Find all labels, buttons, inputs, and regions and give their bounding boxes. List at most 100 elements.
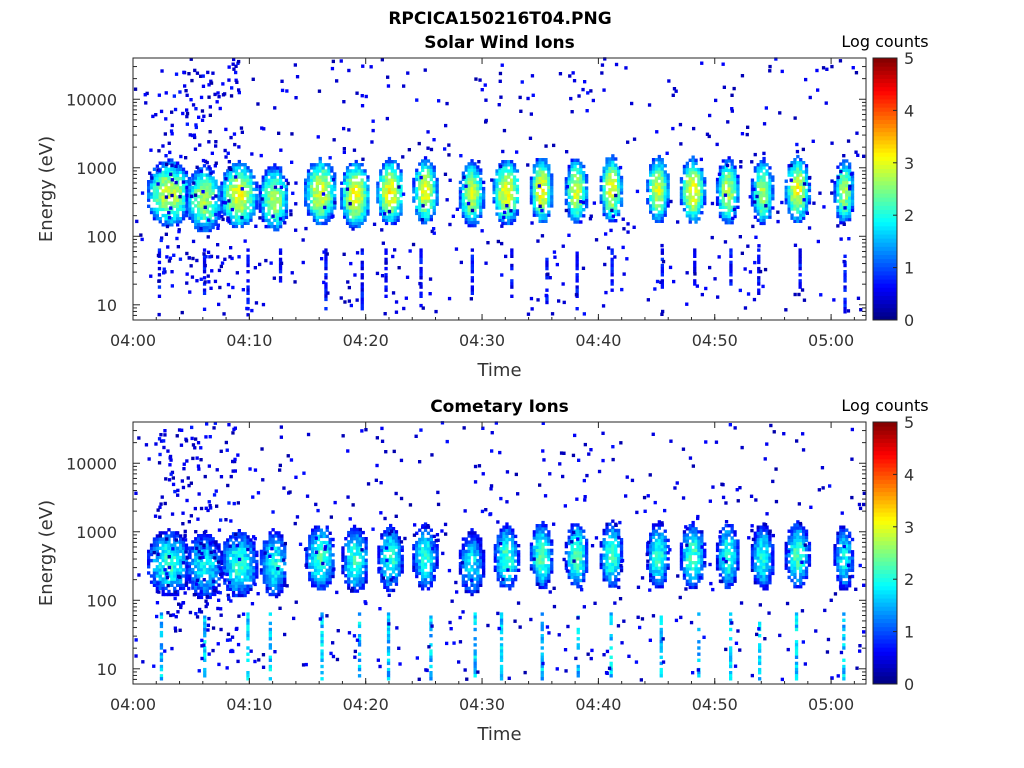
spectrogram-cell xyxy=(330,169,334,173)
spectrogram-cell xyxy=(179,204,183,208)
spectrogram-cell xyxy=(682,208,687,212)
spectrogram-cell xyxy=(632,137,637,141)
spectrogram-cell xyxy=(384,218,389,222)
spectrogram-cell xyxy=(249,203,253,207)
spectrogram-cell xyxy=(602,175,606,180)
spectrogram-cell xyxy=(185,574,189,578)
spectrogram-cell xyxy=(611,160,615,164)
spectrogram-cell xyxy=(341,558,345,562)
spectrogram-cell xyxy=(197,558,201,563)
spectrogram-cell xyxy=(432,168,436,172)
spectrogram-cell xyxy=(394,557,399,562)
spectrogram-cell xyxy=(237,90,241,95)
spectrogram-cell xyxy=(582,164,586,169)
spectrogram-cell xyxy=(501,197,505,201)
spectrogram-cell xyxy=(349,303,353,308)
spectrogram-cell xyxy=(544,191,548,196)
spectrogram-cell xyxy=(765,215,769,219)
spectrogram-cell xyxy=(589,89,593,93)
spectrogram-cell xyxy=(582,312,586,316)
spectrogram-cell xyxy=(473,223,477,228)
spectrogram-cell xyxy=(432,231,436,235)
y-axis-label: Energy (eV) xyxy=(36,136,57,242)
spectrogram-cell xyxy=(564,189,568,193)
spectrogram-cell xyxy=(158,552,162,557)
spectrogram-cell xyxy=(280,540,284,544)
spectrogram-cell xyxy=(470,162,474,166)
spectrogram-cell xyxy=(688,220,692,224)
spectrogram-cell xyxy=(646,198,650,202)
spectrogram-cell xyxy=(850,187,855,191)
spectrogram-cell xyxy=(688,208,692,212)
spectrogram-cell xyxy=(246,260,250,265)
spectrogram-cell xyxy=(333,193,337,198)
spectrogram-cell xyxy=(231,541,236,545)
spectrogram-cell xyxy=(309,200,314,204)
spectrogram-cell xyxy=(324,221,328,226)
spectrogram-cell xyxy=(614,62,619,67)
spectrogram-cell xyxy=(621,217,625,221)
spectrogram-cell xyxy=(394,560,399,565)
spectrogram-cell xyxy=(315,181,319,185)
spectrogram-cell xyxy=(243,221,247,225)
spectrogram-cell xyxy=(646,185,650,190)
spectrogram-cell xyxy=(535,164,539,168)
spectrogram-cell xyxy=(419,257,423,262)
spectrogram-cell xyxy=(226,190,230,195)
colorbar-segment xyxy=(873,315,897,321)
spectrogram-cell xyxy=(503,210,507,215)
spectrogram-cell xyxy=(221,200,226,205)
spectrogram-cell xyxy=(839,211,843,216)
spectrogram-cell xyxy=(617,188,621,192)
spectrogram-cell xyxy=(246,263,250,268)
spectrogram-cell xyxy=(765,200,769,204)
spectrogram-cell xyxy=(312,200,317,204)
spectrogram-cell xyxy=(173,186,177,190)
spectrogram-cell xyxy=(353,273,357,277)
spectrogram-cell xyxy=(619,200,624,204)
spectrogram-cell xyxy=(205,216,209,220)
spectrogram-cell xyxy=(807,185,812,190)
spectrogram-cell xyxy=(197,567,201,572)
spectrogram-cell xyxy=(158,540,162,544)
spectrogram-cell xyxy=(426,187,431,191)
spectrogram-cell xyxy=(548,276,552,280)
spectrogram-cell xyxy=(197,564,201,569)
spectrogram-cell xyxy=(155,558,159,563)
spectrogram-cell xyxy=(482,193,486,197)
spectrogram-cell xyxy=(176,207,180,212)
spectrogram-cell xyxy=(736,205,740,209)
spectrogram-cell xyxy=(261,184,265,189)
spectrogram-cell xyxy=(357,203,361,207)
spectrogram-cell xyxy=(355,533,360,538)
spectrogram-cell xyxy=(605,175,609,180)
spectrogram-cell xyxy=(762,218,766,222)
spectrogram-cell xyxy=(394,542,399,546)
spectrogram-cell xyxy=(270,200,274,204)
spectrogram-cell xyxy=(703,201,707,206)
spectrogram-cell xyxy=(393,200,397,204)
spectrogram-cell xyxy=(579,201,583,206)
spectrogram-cell xyxy=(321,197,325,201)
spectrogram-cell xyxy=(426,168,431,172)
spectrogram-cell xyxy=(660,179,664,183)
spectrogram-cell xyxy=(726,120,730,124)
spectrogram-cell xyxy=(666,182,670,186)
spectrogram-cell xyxy=(467,186,471,191)
spectrogram-cell xyxy=(384,294,388,298)
spectrogram-cell xyxy=(691,171,695,175)
spectrogram-cell xyxy=(515,184,520,189)
spectrogram-cell xyxy=(167,543,171,547)
spectrogram-cell xyxy=(193,147,198,151)
spectrogram-cell xyxy=(357,658,362,662)
spectrogram-cell xyxy=(347,577,351,581)
spectrogram-cell xyxy=(164,195,169,199)
spectrogram-cell xyxy=(333,197,337,201)
spectrogram-cell xyxy=(135,219,139,224)
spectrogram-cell xyxy=(252,203,256,207)
spectrogram-cell xyxy=(205,201,209,205)
colorbar-segment xyxy=(873,299,897,305)
spectrogram-cell xyxy=(306,169,311,173)
spectrogram-cell xyxy=(311,550,315,554)
spectrogram-cell xyxy=(501,206,505,210)
